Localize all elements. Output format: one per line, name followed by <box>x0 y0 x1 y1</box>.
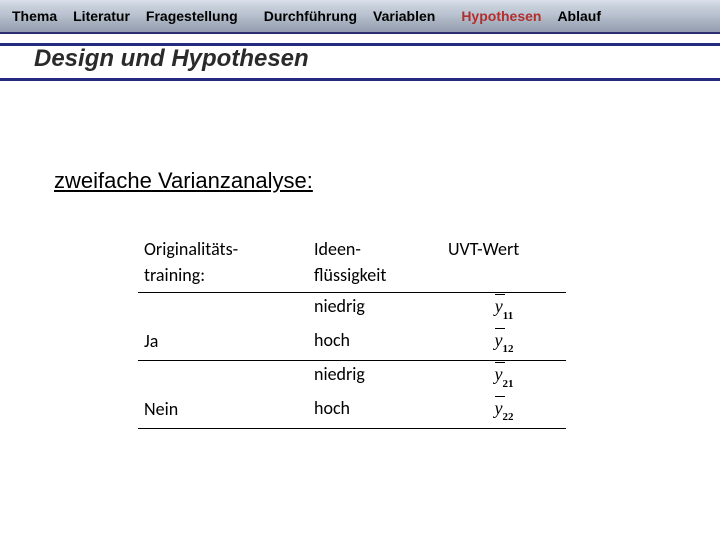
nav-literatur[interactable]: Literatur <box>67 8 136 24</box>
cell-nein-niedrig: niedrig <box>308 361 442 395</box>
cell-nein-hoch: hoch <box>308 395 442 429</box>
breadcrumb-nav: Thema Literatur Fragestellung Durchführu… <box>0 0 720 34</box>
nav-fragestellung[interactable]: Fragestellung <box>140 8 244 24</box>
nav-thema[interactable]: Thema <box>6 8 63 24</box>
nav-variablen[interactable]: Variablen <box>367 8 441 24</box>
cell-ja-hoch: hoch <box>308 327 442 361</box>
cell-ja-niedrig: niedrig <box>308 293 442 327</box>
col-header-ideen: Ideen- flüssigkeit <box>308 236 442 293</box>
nav-hypothesen[interactable]: Hypothesen <box>455 8 547 24</box>
col-header-uvt: UVT-Wert <box>442 236 566 293</box>
subheading: zweifache Varianzanalyse: <box>54 168 313 194</box>
col-header-ideen-l1: Ideen- <box>314 238 361 260</box>
col-header-training-l2: training: <box>144 264 205 286</box>
row-label-ja: Ja <box>138 293 308 361</box>
title-rule-bottom <box>0 78 720 81</box>
page-title: Design und Hypothesen <box>34 45 309 73</box>
cell-y12: y12 <box>442 327 566 361</box>
cell-y11: y11 <box>442 293 566 327</box>
title-band: Design und Hypothesen <box>0 40 720 86</box>
anova-design-table: Originalitäts- training: Ideen- flüssigk… <box>138 236 566 429</box>
nav-durchfuehrung[interactable]: Durchführung <box>258 8 363 24</box>
col-header-training-l1: Originalitäts- <box>144 238 238 260</box>
cell-y22: y22 <box>442 395 566 429</box>
cell-y21: y21 <box>442 361 566 395</box>
col-header-training: Originalitäts- training: <box>138 236 308 293</box>
col-header-ideen-l2: flüssigkeit <box>314 264 386 286</box>
nav-ablauf[interactable]: Ablauf <box>551 8 607 24</box>
row-label-nein: Nein <box>138 361 308 429</box>
